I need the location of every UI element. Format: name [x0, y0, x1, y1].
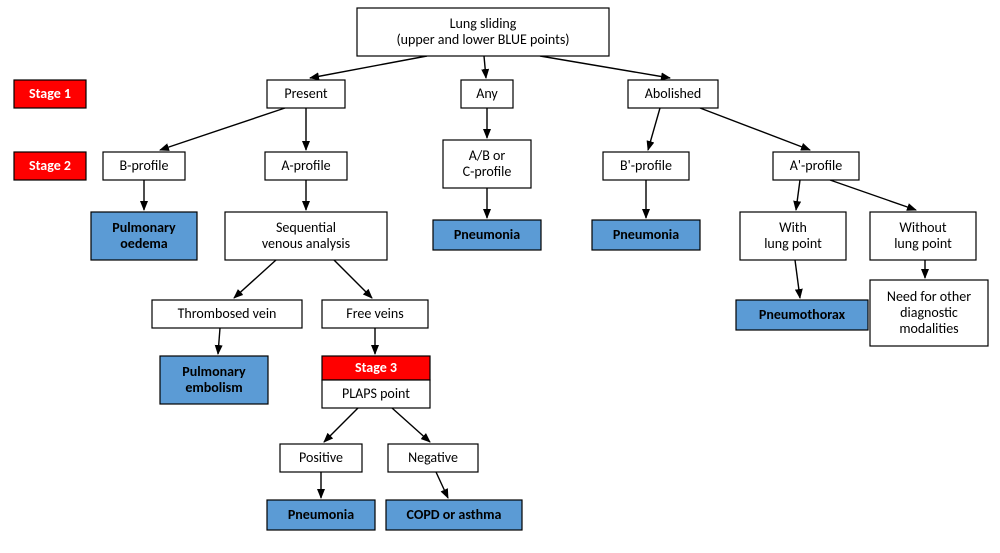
node-abc: A/B orC-profile [443, 140, 531, 188]
flowchart-canvas: lung_sliding lung_sliding lung_slidingpres… [0, 0, 1000, 553]
node-aprofile: A-profile [265, 152, 347, 180]
node-label-bprofile: B-profile [120, 157, 169, 174]
node-label-seq_venous-l0: Sequential [276, 219, 336, 236]
edge-negative-copd: negative [436, 472, 448, 498]
node-label-lung_sliding-l1: (upper and lower BLUE points) [396, 31, 569, 48]
edge-plaps-positive: plaps [324, 408, 358, 442]
edge-seq_venous-thromb: seq_venous [234, 260, 276, 298]
node-label-aprofile: A-profile [281, 157, 330, 174]
node-any: Any [461, 80, 513, 108]
edge-aprime-withoutlp: aprime [830, 180, 916, 210]
node-label-pneu1: Pneumonia [454, 226, 520, 243]
node-label-plaps: PLAPS point [342, 385, 410, 402]
node-label-stage1: Stage 1 [29, 85, 71, 102]
node-label-present: Present [284, 85, 328, 102]
node-label-abc-l0: A/B or [469, 147, 506, 164]
edges-layer: lung_sliding lung_sliding lung_slidingpres… [144, 56, 925, 498]
node-negative: Negative [388, 444, 478, 472]
node-stage1: Stage 1 [14, 80, 86, 108]
edge-lung_sliding-any: lung_sliding [484, 56, 486, 78]
edge-plaps-negative: plaps [392, 408, 430, 442]
node-label-lung_sliding-l0: Lung sliding [450, 15, 517, 32]
node-label-pneu3: Pneumonia [288, 506, 354, 523]
node-abolished: Abolished [628, 80, 718, 108]
node-needother: Need for otherdiagnosticmodalities [870, 280, 988, 346]
node-label-pulm_oedema-l0: Pulmonary [112, 219, 176, 236]
edge-seq_venous-freev: seq_venous [334, 260, 372, 298]
node-pulm_oedema: Pulmonaryoedema [91, 212, 197, 260]
node-thromb: Thrombosed vein [152, 300, 302, 328]
edge-present-bprofile: present [160, 108, 285, 150]
node-label-bprime: B'-profile [620, 157, 672, 174]
node-label-withoutlp-l0: Without [899, 219, 946, 236]
node-label-pneuthx: Pneumothorax [759, 306, 846, 323]
node-withlp: Withlung point [740, 212, 846, 260]
node-label-positive: Positive [299, 449, 343, 466]
node-pe: Pulmonaryembolism [160, 356, 268, 404]
node-label-abolished: Abolished [645, 85, 701, 102]
node-label-aprime: A'-profile [790, 157, 842, 174]
node-label-pe-l0: Pulmonary [182, 363, 246, 380]
nodes-layer: Lung sliding(upper and lower BLUE points… [14, 8, 988, 530]
node-stage2: Stage 2 [14, 152, 86, 180]
node-label-pulm_oedema-l1: oedema [120, 235, 168, 252]
node-label-needother-l1: diagnostic [900, 304, 958, 321]
node-label-negative: Negative [408, 449, 458, 466]
edge-aprime-withlp: aprime [796, 180, 800, 210]
node-label-pe-l1: embolism [185, 379, 242, 396]
node-pneu1: Pneumonia [433, 220, 541, 250]
node-label-any: Any [476, 85, 498, 102]
node-label-withlp-l1: lung point [764, 235, 822, 252]
node-label-pneu2: Pneumonia [613, 226, 679, 243]
node-bprofile: B-profile [103, 152, 185, 180]
edge-thromb-pe: thromb [218, 328, 220, 354]
node-seq_venous: Sequentialvenous analysis [225, 212, 387, 260]
node-pneu2: Pneumonia [592, 220, 700, 250]
node-label-withoutlp-l1: lung point [894, 235, 952, 252]
node-freev: Free veins [322, 300, 428, 328]
node-label-stage3top: Stage 3 [355, 359, 397, 376]
node-label-withlp-l0: With [779, 219, 807, 236]
node-label-seq_venous-l1: venous analysis [262, 235, 350, 252]
node-lung_sliding: Lung sliding(upper and lower BLUE points… [357, 8, 609, 56]
node-withoutlp: Withoutlung point [870, 212, 976, 260]
node-label-needother-l2: modalities [899, 320, 958, 337]
edge-abolished-bprime: abolished [648, 108, 660, 150]
node-label-thromb: Thrombosed vein [178, 305, 277, 322]
edge-lung_sliding-abolished: lung_sliding [540, 56, 670, 78]
node-label-stage2: Stage 2 [29, 157, 71, 174]
node-stage3top: Stage 3 [322, 356, 430, 380]
node-label-freev: Free veins [346, 305, 403, 322]
edge-lung_sliding-present: lung_sliding [310, 56, 427, 78]
node-copd: COPD or asthma [386, 500, 522, 530]
node-label-copd: COPD or asthma [407, 506, 502, 523]
node-pneu3: Pneumonia [267, 500, 375, 530]
node-present: Present [267, 80, 345, 108]
node-label-needother-l0: Need for other [887, 288, 971, 305]
node-pneuthx: Pneumothorax [736, 300, 868, 330]
node-label-abc-l1: C-profile [463, 163, 512, 180]
edge-withlp-pneuthx: withlp [795, 260, 800, 298]
node-plaps: PLAPS point [322, 380, 430, 408]
edge-abolished-aprime: abolished [700, 108, 810, 150]
node-bprime: B'-profile [603, 152, 689, 180]
node-positive: Positive [280, 444, 362, 472]
node-aprime: A'-profile [773, 152, 859, 180]
